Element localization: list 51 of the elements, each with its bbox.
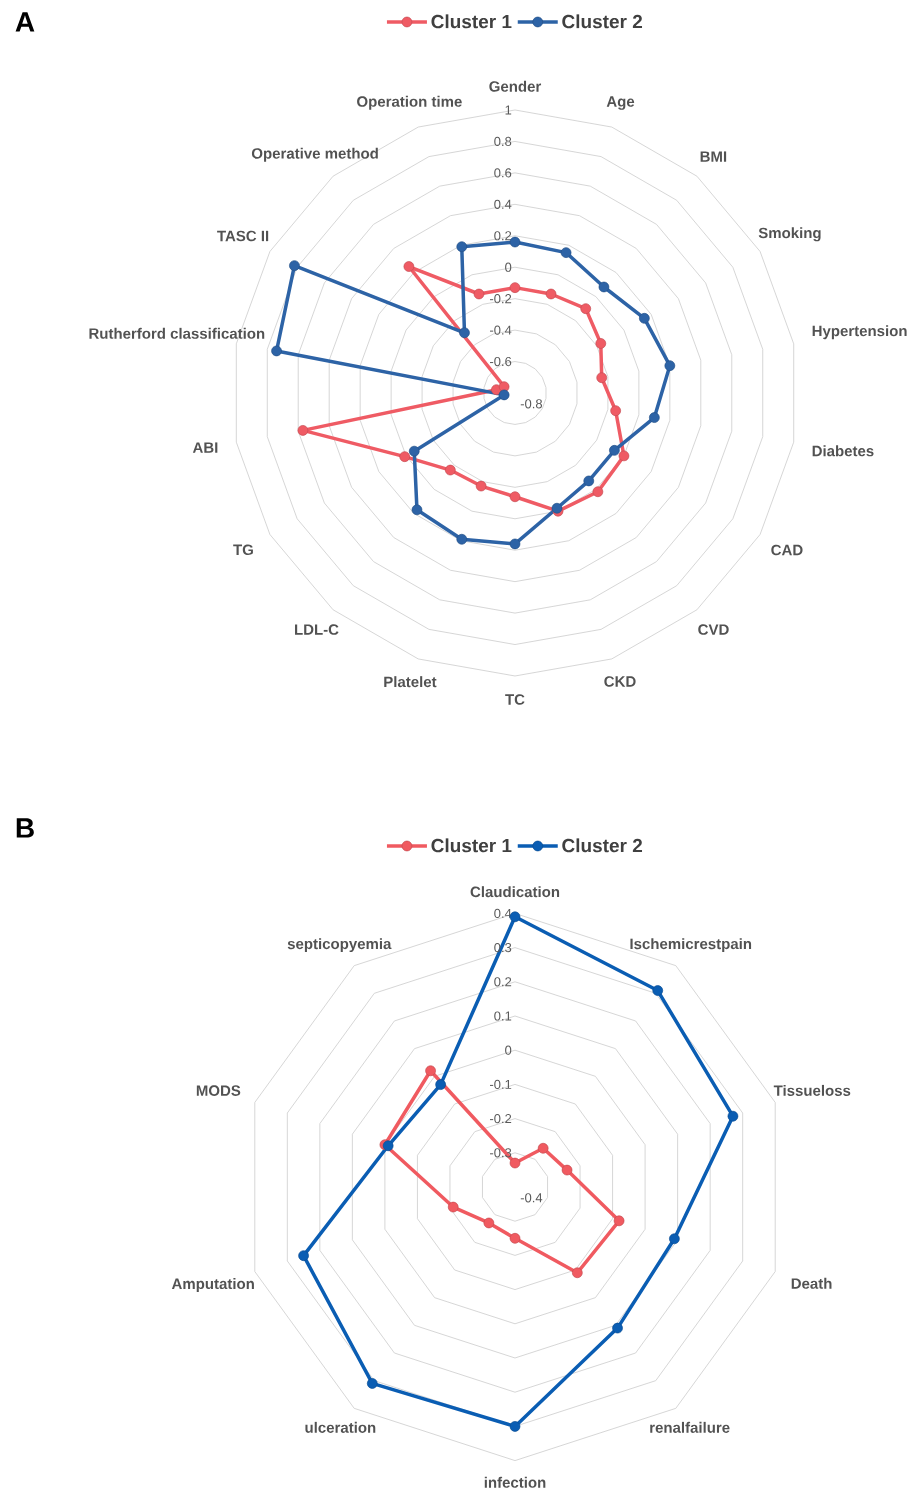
y-tick-label: 0.6 xyxy=(494,168,512,178)
y-tick-label: 0 xyxy=(505,262,512,272)
spoke-label: BMI xyxy=(700,151,727,162)
spoke-label: LDL-C xyxy=(295,624,339,635)
spoke-label: Rutherford classification xyxy=(89,327,265,339)
y-tick-label: 0.8 xyxy=(494,136,512,147)
spoke-label: ABI xyxy=(192,442,218,453)
y-tick-label: -0.6 xyxy=(489,356,512,367)
spoke-label: TASC II xyxy=(217,230,269,242)
spoke-label: Age xyxy=(606,96,635,110)
spoke-label: CAD xyxy=(771,544,803,556)
spoke-label: ulceration xyxy=(305,1421,376,1433)
y-tick-label: 1 xyxy=(505,105,512,115)
spoke-label: Operation time xyxy=(357,95,462,110)
spoke-label: Hypertension xyxy=(812,325,907,340)
chart-title: A xyxy=(15,12,35,32)
spoke-label: CKD xyxy=(604,676,636,687)
spoke-label: CVD xyxy=(698,624,729,635)
spoke-label: Diabetes xyxy=(812,445,874,457)
spoke-label: Amputation xyxy=(171,1278,254,1293)
spoke-label: Ischemicrestpain xyxy=(630,938,752,953)
y-tick-label: 0.2 xyxy=(494,977,512,987)
y-tick-label: -0.2 xyxy=(489,1113,512,1124)
y-tick-label: 0 xyxy=(505,1045,512,1055)
spoke-label: Claudication xyxy=(470,886,560,898)
y-tick-label: 0.2 xyxy=(494,231,512,241)
spoke-label: Operative method xyxy=(251,147,378,162)
spoke-label: TG xyxy=(233,544,253,556)
spoke-label: MODS xyxy=(196,1085,241,1096)
y-tick-label: -0.2 xyxy=(489,294,512,304)
legend-label: Cluster 2 xyxy=(562,838,643,853)
y-tick-label: -0.4 xyxy=(520,1193,543,1203)
y-tick-label: -0.1 xyxy=(489,1079,512,1089)
y-tick-label: 0.1 xyxy=(494,1011,512,1021)
spoke-label: Tissueloss xyxy=(773,1084,851,1096)
y-tick-label: -0.8 xyxy=(520,399,543,409)
spoke-label: Death xyxy=(791,1277,832,1289)
spoke-label: Gender xyxy=(489,80,542,92)
y-tick-label: -0.4 xyxy=(489,325,512,335)
legend-label: Cluster 1 xyxy=(431,14,512,29)
chart-title: B xyxy=(16,818,34,838)
spoke-label: infection xyxy=(484,1476,546,1488)
spoke-label: TC xyxy=(505,694,525,705)
legend-label: Cluster 2 xyxy=(562,14,643,29)
y-tick-label: 0.4 xyxy=(494,908,512,918)
y-tick-label: 0.4 xyxy=(494,199,512,209)
spoke-label: Platelet xyxy=(384,676,437,688)
spoke-label: Smoking xyxy=(758,227,821,242)
spoke-label: renalfailure xyxy=(650,1421,730,1433)
legend-label: Cluster 1 xyxy=(431,838,512,853)
spoke-label: septicopyemia xyxy=(287,938,392,953)
